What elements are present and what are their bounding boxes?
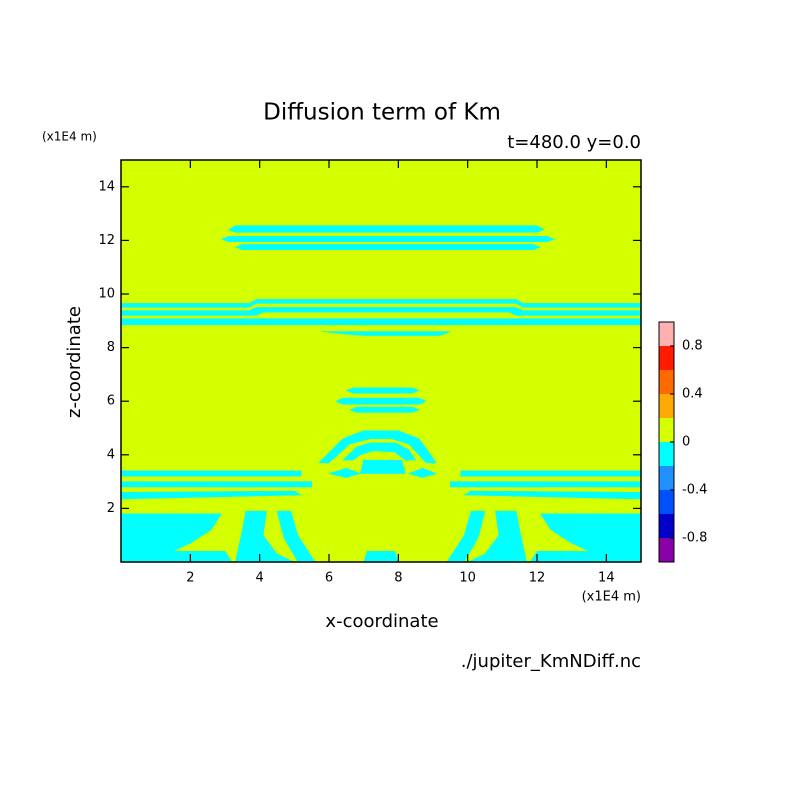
contour-region (467, 510, 527, 563)
x-unit: (x1E4 m) (582, 590, 641, 605)
colorbar-band (659, 346, 674, 370)
footer: ./jupiter_KmNDiff.nc (461, 651, 641, 672)
x-tick-label: 14 (598, 571, 615, 586)
contour-region (450, 481, 642, 488)
contour-region (460, 470, 642, 477)
contour-region (220, 236, 556, 242)
colorbar-band (659, 490, 674, 514)
contour-region (342, 442, 417, 461)
x-tick-label: 12 (529, 571, 546, 586)
y-tick-label: 8 (107, 340, 115, 355)
x-tick-label: 10 (459, 571, 476, 586)
y-tick-label: 12 (98, 233, 115, 248)
contour-region (120, 513, 233, 563)
contour-region (322, 331, 451, 336)
contour-region (120, 318, 642, 326)
contour-region (529, 513, 642, 563)
colorbar-band (659, 394, 674, 418)
colorbar-tick-label: 0 (682, 435, 690, 450)
contour-region (120, 481, 312, 488)
y-tick-label: 2 (107, 501, 115, 516)
contour-region (120, 159, 642, 563)
contour-region (120, 470, 302, 477)
colorbar-band (659, 322, 674, 346)
contour-region (234, 244, 542, 251)
y-tick-label: 10 (98, 287, 115, 302)
x-tick-label: 6 (325, 571, 333, 586)
colorbar-tick-label: 0.4 (682, 387, 703, 402)
colorbar-band (659, 370, 674, 394)
contour-region (235, 510, 295, 563)
contour-region (407, 467, 438, 478)
plot-area (120, 159, 642, 563)
plot-frame (120, 159, 642, 563)
colorbar-band (659, 442, 674, 466)
x-tick-label: 2 (186, 571, 194, 586)
y-tick-label: 6 (107, 394, 115, 409)
x-axis-label: x-coordinate (325, 611, 438, 632)
colorbar-band (659, 466, 674, 490)
subtitle: t=480.0 y=0.0 (507, 132, 641, 153)
x-tick-label: 4 (256, 571, 264, 586)
colorbar-tick-label: 0.8 (682, 339, 703, 354)
colorbar-band (659, 514, 674, 538)
x-tick-label: 8 (394, 571, 402, 586)
contour-region (345, 387, 420, 394)
y-axis-label: z-coordinate (64, 306, 85, 418)
contour-region (328, 467, 361, 478)
y-unit: (x1E4 m) (42, 130, 97, 144)
contour-region (359, 459, 406, 474)
contour-region (227, 225, 545, 233)
y-tick-label: 14 (98, 179, 115, 194)
chart-title: Diffusion term of Km (263, 100, 501, 126)
contour-region (317, 430, 437, 464)
colorbar-tick-label: -0.4 (682, 483, 707, 498)
y-tick-label: 4 (107, 447, 115, 462)
contour-region (363, 551, 399, 563)
colorbar-band (659, 538, 674, 562)
colorbar-band (659, 418, 674, 442)
contour-region (349, 406, 420, 413)
contour-region (335, 397, 427, 405)
colorbar-tick-label: -0.8 (682, 531, 707, 546)
